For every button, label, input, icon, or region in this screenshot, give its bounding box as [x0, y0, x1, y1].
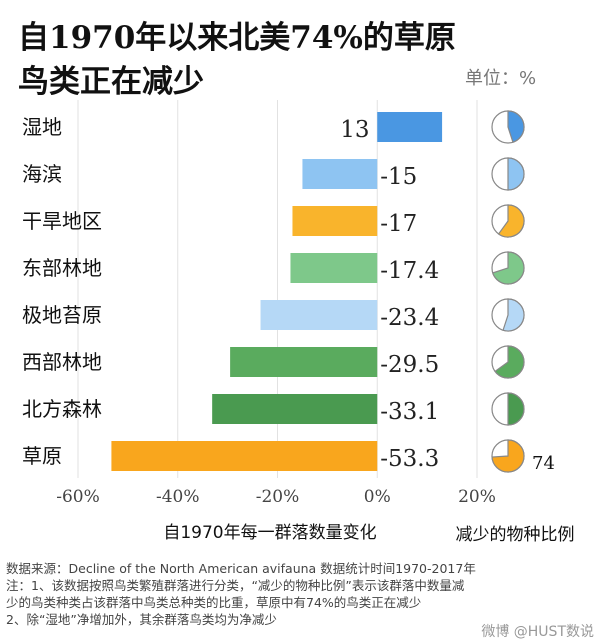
category-label: 湿地: [22, 115, 62, 139]
bar: [290, 253, 378, 283]
pie-slice: [507, 157, 525, 191]
share-value-label: 74: [532, 453, 555, 474]
pie-slice: [494, 345, 525, 379]
bar: [302, 159, 378, 189]
bar: [230, 347, 378, 377]
footer-note-3: 2、除“湿地”净增加外，其余群落鸟类均为净减少: [6, 612, 277, 627]
bar: [260, 300, 378, 330]
pie-slice: [497, 204, 525, 238]
pie-slice: [502, 298, 525, 332]
share-pie: [491, 251, 525, 285]
watermark: 微博 @HUST数说: [481, 623, 594, 640]
x-tick-labels: -60% -40% -20% 0% 20%: [56, 487, 496, 507]
footer-note-2: 少的鸟类种类占该群落中鸟类总种类的比重，草原中有74%的鸟类正在减少: [6, 595, 421, 610]
bar: [377, 112, 443, 142]
pie-slice: [492, 251, 525, 285]
pie-slice: [507, 110, 525, 143]
category-label: 草原: [22, 444, 62, 468]
value-label: -33.1: [380, 399, 439, 425]
value-label: -29.5: [380, 352, 439, 378]
pie-slice: [491, 439, 525, 473]
value-label: -53.3: [380, 446, 439, 472]
share-pie: [491, 110, 525, 144]
value-label: 13: [340, 117, 369, 143]
chart-title-line-1: 自1970年以来北美74%的草原: [18, 20, 456, 56]
species-share-pies: 74: [491, 110, 555, 474]
category-label: 东部林地: [22, 256, 102, 280]
pie-axis-label: 减少的物种比例: [456, 525, 575, 545]
value-label: -23.4: [380, 305, 439, 331]
x-tick-label: -40%: [156, 487, 200, 507]
category-label: 干旱地区: [22, 209, 102, 233]
category-label: 极地苔原: [22, 303, 102, 327]
category-label: 北方森林: [22, 397, 102, 421]
x-tick-label: -60%: [56, 487, 100, 507]
share-pie: [491, 204, 525, 238]
category-label: 西部林地: [22, 350, 102, 374]
pie-slice: [507, 392, 525, 426]
value-label: -17.4: [380, 258, 439, 284]
bar: [212, 394, 378, 424]
share-pie: [491, 439, 525, 473]
share-pie: [491, 392, 525, 426]
x-tick-label: 0%: [364, 487, 391, 507]
share-pie: [491, 345, 525, 379]
footer-note-1: 注：1、该数据按照鸟类繁殖群落进行分类，“减少的物种比例”表示该群落中数量减: [6, 578, 465, 593]
value-labels: 13 -15 -17 -17.4 -23.4 -29.5 -33.1 -53.3: [340, 117, 439, 472]
footer-source: 数据来源：Decline of the North American avifa…: [6, 561, 476, 576]
value-label: -17: [380, 211, 417, 237]
unit-label: 单位：%: [465, 68, 536, 89]
x-tick-label: -20%: [256, 487, 300, 507]
x-axis-label: 自1970年每一群落数量变化: [163, 523, 376, 543]
share-pie: [491, 157, 525, 191]
category-label: 海滨: [22, 162, 62, 186]
bar: [111, 441, 378, 471]
chart-title-line-2: 鸟类正在减少: [18, 64, 204, 100]
bars: [111, 112, 443, 471]
value-label: -15: [380, 164, 417, 190]
bar: [292, 206, 378, 236]
share-pie: [491, 298, 525, 332]
x-tick-label: 20%: [458, 487, 496, 507]
